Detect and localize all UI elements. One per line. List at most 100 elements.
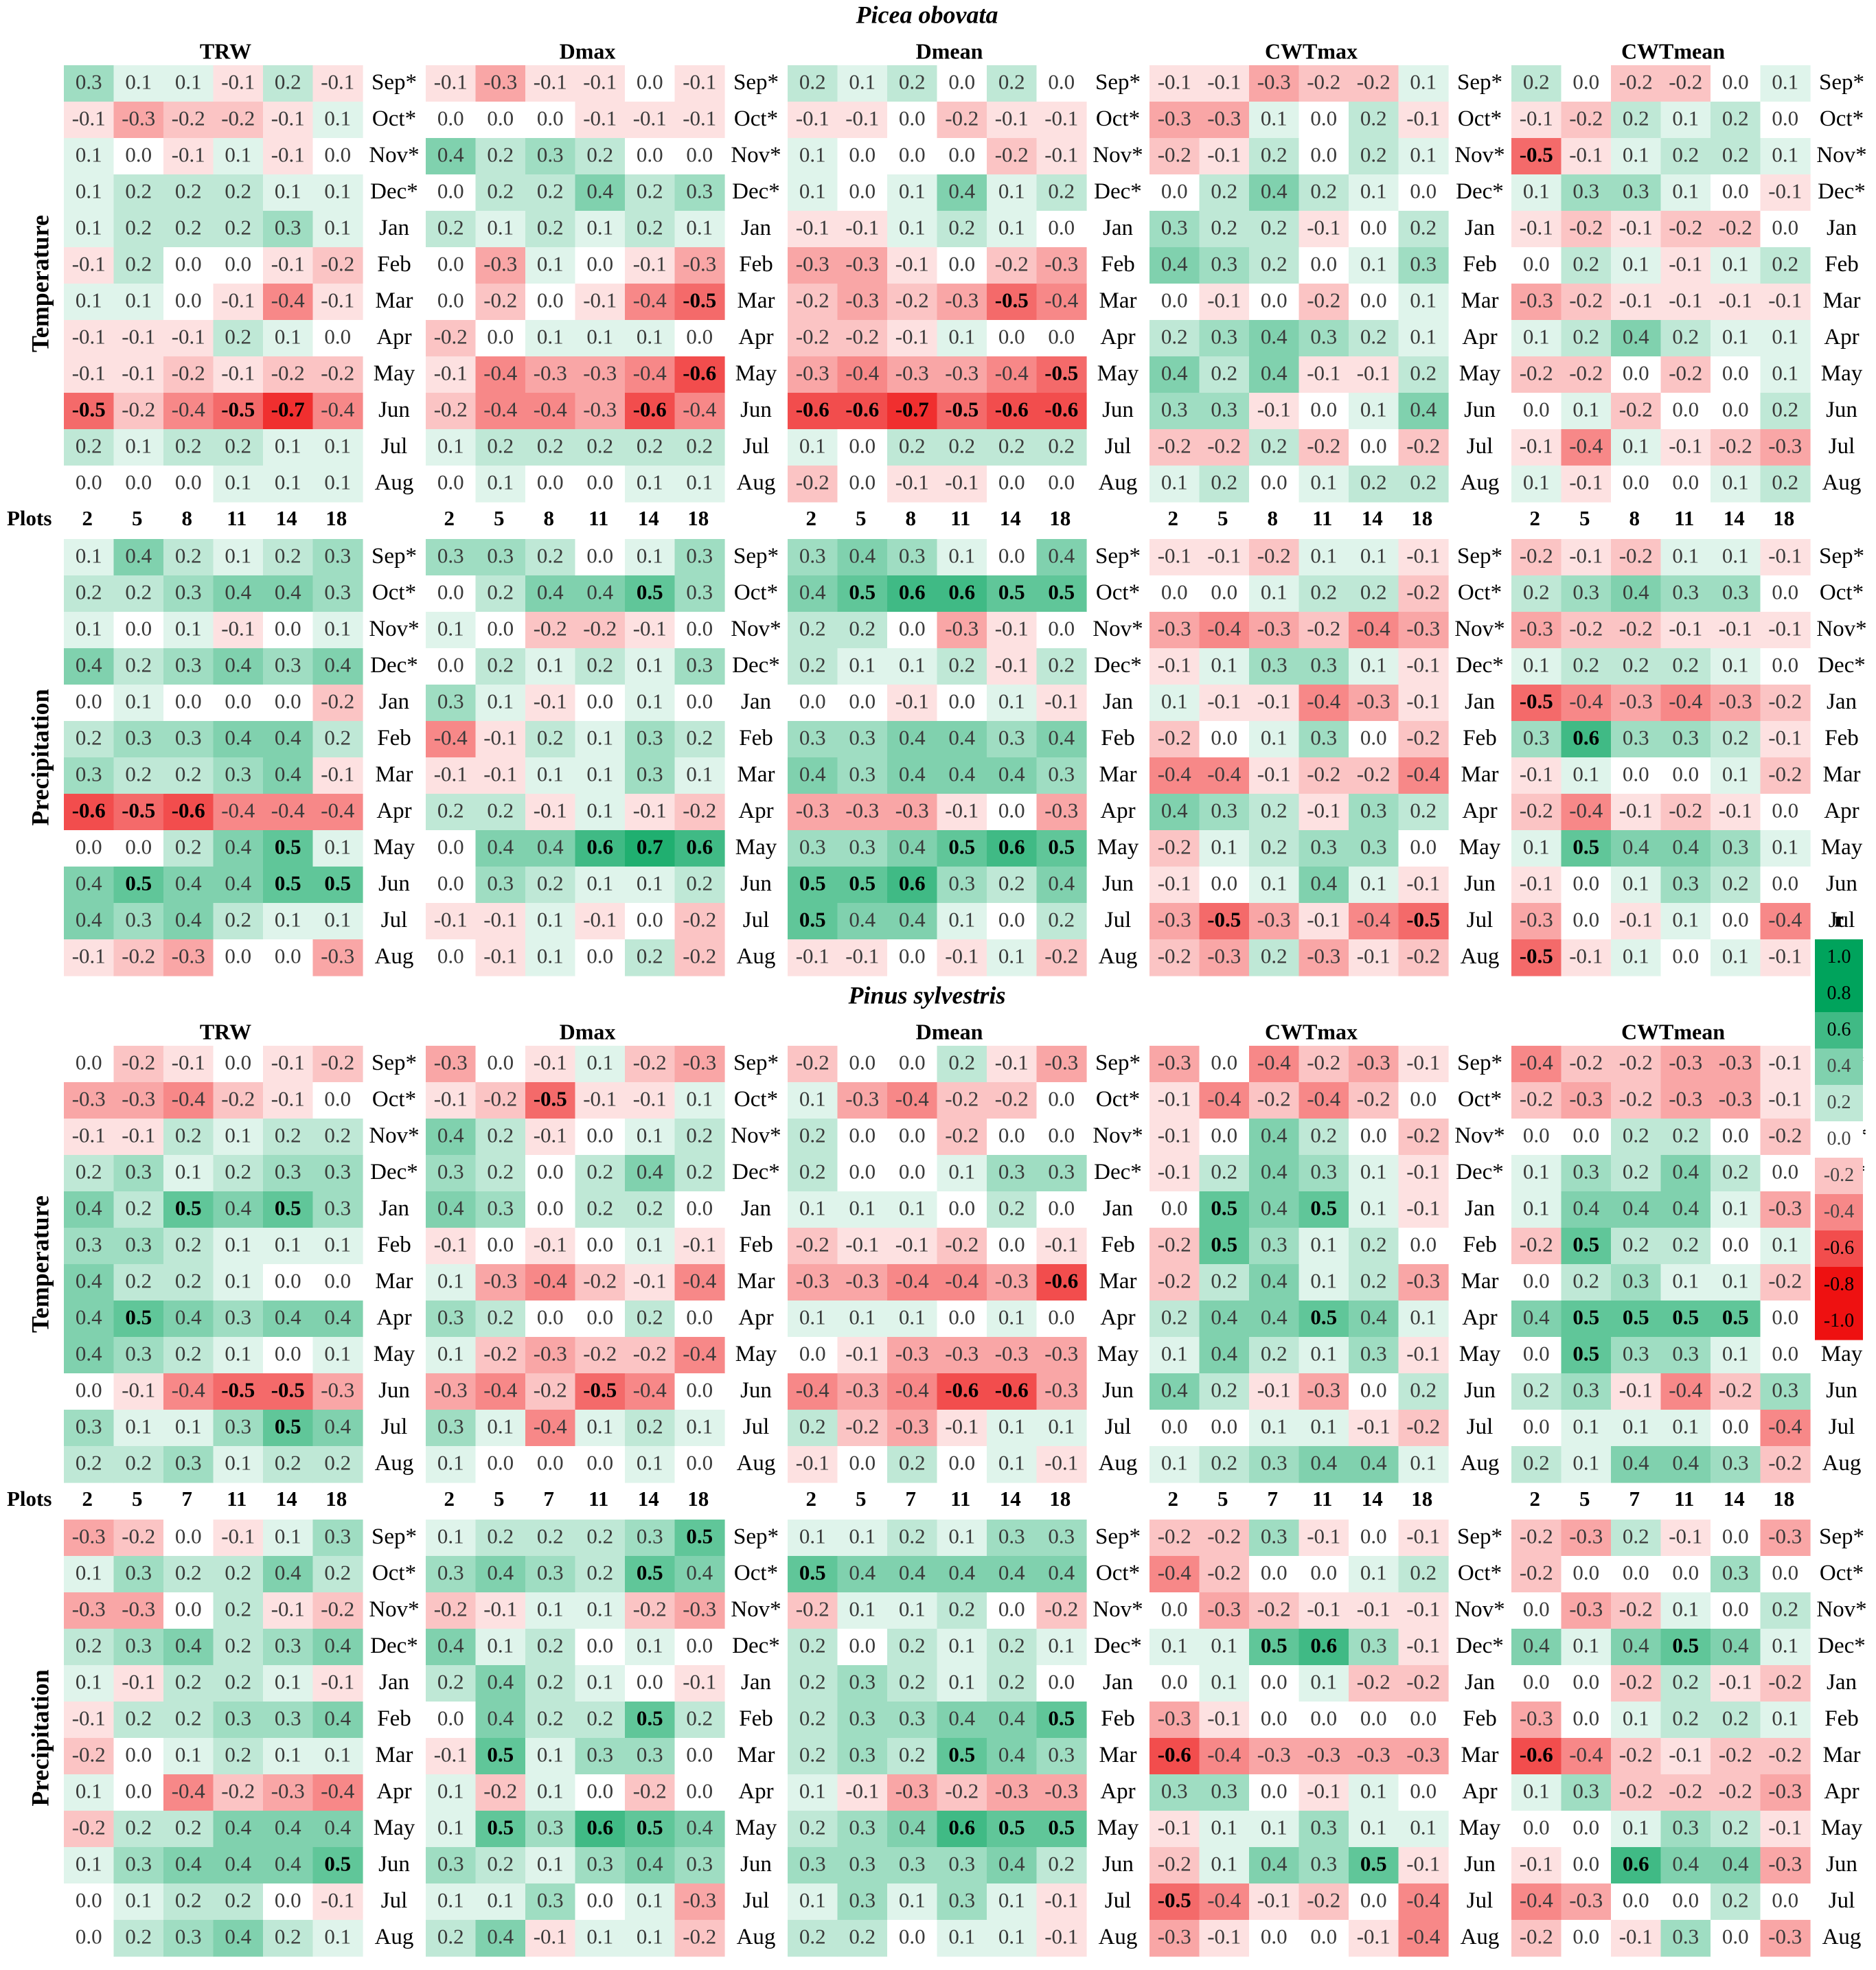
month-label: May <box>1821 835 1863 860</box>
cell-value-label: 0.1 <box>275 470 301 494</box>
cell-value-label: 0.1 <box>1523 325 1550 349</box>
cell-value-label: -0.2 <box>633 1597 667 1621</box>
cell-value-label: 0.1 <box>1523 179 1550 203</box>
month-label: Sep* <box>371 544 417 569</box>
month-label: Mar <box>737 762 775 787</box>
cell-value-label: 0.0 <box>1360 1524 1387 1548</box>
cell-value-label: -0.4 <box>1207 762 1242 786</box>
cell-value-label: 0.5 <box>799 871 826 895</box>
heatmap-cell <box>475 138 526 175</box>
cell-value-label: 0.4 <box>76 908 102 932</box>
cell-value-label: 0.3 <box>1261 1233 1288 1257</box>
month-label: Dec* <box>370 653 418 678</box>
cell-value-label: 0.4 <box>1048 544 1075 568</box>
heatmap-cell <box>113 174 164 211</box>
heatmap-cell <box>312 284 363 321</box>
cell-value-label: 0.1 <box>586 1670 613 1694</box>
cell-value-label: 0.0 <box>1360 288 1387 312</box>
cell-value-label: 0.4 <box>998 1706 1025 1730</box>
cell-value-label: 0.2 <box>1572 252 1599 276</box>
cell-value-label: -0.4 <box>1357 908 1391 932</box>
cell-value-label: 0.1 <box>437 1888 464 1912</box>
cell-value-label: -0.1 <box>1619 799 1653 823</box>
cell-value-label: 0.0 <box>586 252 613 276</box>
plot-tick-label: 7 <box>544 1487 555 1511</box>
month-label: Sep* <box>1095 1051 1141 1075</box>
heatmap-cell <box>1611 356 1662 393</box>
cell-value-label: 0.0 <box>948 689 975 713</box>
heatmap-cell <box>1036 102 1087 139</box>
cell-value-label: 0.3 <box>686 1852 713 1876</box>
month-label: Jan <box>1103 1670 1133 1695</box>
heatmap-cell <box>937 211 987 248</box>
cell-value-label: -0.1 <box>172 143 205 167</box>
cell-value-label: 0.1 <box>225 470 251 494</box>
month-label: May <box>1459 835 1501 860</box>
heatmap-cell <box>475 102 526 139</box>
cell-value-label: 0.2 <box>1672 1670 1699 1694</box>
cell-value-label: 0.0 <box>225 252 251 276</box>
cell-value-label: 0.2 <box>799 1816 826 1840</box>
month-label: Apr <box>738 325 773 350</box>
color-legend: r1.00.80.60.40.20.0-0.2-0.4-0.6-0.8-1.0 <box>1815 906 1863 1340</box>
cell-value-label: -0.5 <box>1520 944 1553 968</box>
heatmap-cell <box>1199 247 1250 284</box>
cell-value-label: -0.1 <box>1768 944 1802 968</box>
heatmap-cell <box>1398 138 1449 175</box>
cell-value-label: -0.2 <box>1768 1743 1802 1767</box>
month-label: Apr <box>376 1305 411 1330</box>
heatmap-cell <box>1249 102 1300 139</box>
cell-value-label: 0.3 <box>1672 871 1699 895</box>
cell-value-label: 0.3 <box>586 1852 613 1876</box>
month-label: Nov* <box>731 1123 781 1148</box>
cell-value-label: 0.0 <box>76 470 102 494</box>
cell-value-label: 0.4 <box>948 726 975 750</box>
month-label: Apr <box>1462 1305 1497 1330</box>
heatmap-cell <box>1398 320 1449 357</box>
plot-tick-label: 18 <box>1773 506 1794 530</box>
heatmap-cell <box>525 138 576 175</box>
cell-value-label: -0.2 <box>221 1779 255 1803</box>
cell-value-label: 0.3 <box>586 1743 613 1767</box>
heatmap-cell <box>64 393 115 430</box>
cell-value-label: 0.2 <box>1261 1342 1288 1366</box>
cell-value-label: 0.1 <box>1261 106 1288 130</box>
cell-value-label: 0.4 <box>275 1816 301 1840</box>
cell-value-label: 0.2 <box>586 1196 613 1220</box>
cell-value-label: 0.1 <box>637 1451 663 1475</box>
cell-value-label: -0.3 <box>1520 288 1553 312</box>
cell-value-label: 0.2 <box>537 871 564 895</box>
cell-value-label: 0.4 <box>275 1561 301 1585</box>
cell-value-label: -0.2 <box>1719 216 1752 240</box>
plot-tick-label: 2 <box>1168 1487 1179 1511</box>
heatmap-cell <box>1299 174 1349 211</box>
cell-value-label: -0.1 <box>1569 544 1603 568</box>
cell-value-label: -0.1 <box>633 106 667 130</box>
cell-value-label: -0.4 <box>483 361 518 385</box>
cell-value-label: -0.3 <box>1569 1087 1603 1111</box>
heatmap-cell <box>788 211 838 248</box>
heatmap-cell <box>987 247 1038 284</box>
cell-value-label: 0.1 <box>1672 179 1699 203</box>
month-label: Apr <box>1100 1779 1135 1804</box>
cell-value-label: -0.1 <box>1768 179 1802 203</box>
month-label: May <box>374 361 415 386</box>
cell-value-label: -0.1 <box>1520 762 1553 786</box>
cell-value-label: 0.1 <box>948 1160 975 1184</box>
cell-value-label: -0.1 <box>1044 1925 1078 1949</box>
cell-value-label: 0.3 <box>175 580 202 604</box>
cell-value-label: 0.5 <box>1572 1233 1599 1257</box>
month-label: Oct* <box>734 580 778 605</box>
cell-value-label: -0.4 <box>321 1779 355 1803</box>
cell-value-label: 0.1 <box>849 1305 876 1329</box>
cell-value-label: -0.1 <box>1569 143 1603 167</box>
cell-value-label: -0.2 <box>534 617 567 641</box>
cell-value-label: -0.2 <box>1719 1743 1752 1767</box>
month-label: Jun <box>1826 871 1857 896</box>
heatmap-cell <box>1249 174 1300 211</box>
heatmap-cell <box>163 393 214 430</box>
cell-value-label: 0.3 <box>125 1160 152 1184</box>
cell-value-label: -0.3 <box>1307 1378 1340 1402</box>
cell-value-label: 0.5 <box>1211 1233 1237 1257</box>
cell-value-label: -0.1 <box>1257 398 1291 422</box>
